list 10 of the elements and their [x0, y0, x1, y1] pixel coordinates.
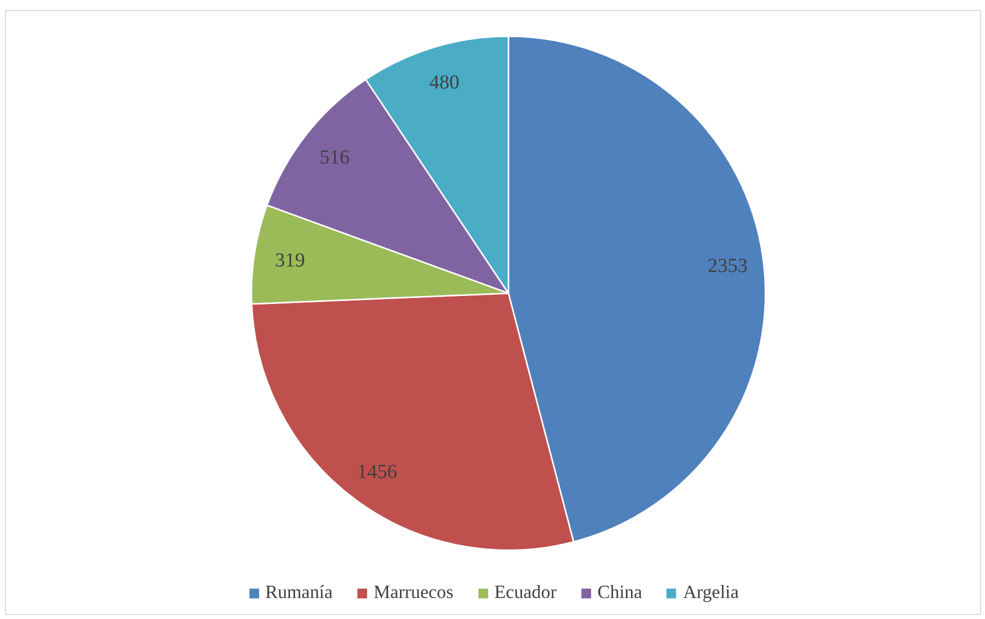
data-label: 1456 [357, 460, 398, 483]
legend-label: China [598, 582, 642, 604]
legend-label: Rumanía [265, 582, 333, 604]
legend-label: Marruecos [374, 582, 454, 604]
data-label: 516 [320, 146, 350, 169]
data-label: 2353 [708, 254, 748, 277]
data-label: 480 [429, 72, 460, 94]
legend-label: Ecuador [494, 582, 557, 604]
data-label: 319 [275, 249, 306, 272]
legend-label: Argelia [683, 582, 739, 604]
